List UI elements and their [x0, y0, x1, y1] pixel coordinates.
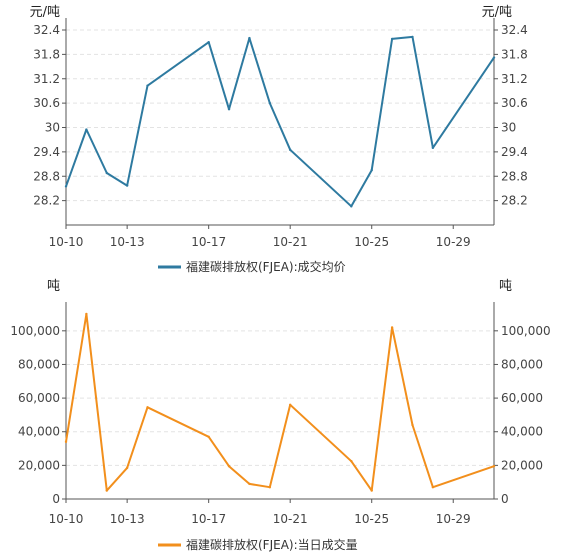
data-point: [390, 326, 394, 329]
data-point: [492, 56, 496, 59]
y-tick-label-left: 40,000: [18, 425, 60, 439]
data-point: [431, 146, 435, 150]
y-tick-label-right: 40,000: [501, 425, 543, 439]
data-point: [248, 36, 251, 40]
x-tick-label: 10-10: [49, 512, 84, 526]
data-point: [411, 35, 414, 39]
y-unit-label-left: 元/吨: [30, 5, 60, 20]
data-point: [268, 486, 272, 489]
x-tick-label: 10-17: [191, 512, 226, 526]
y-tick-label-right: 100,000: [501, 324, 551, 338]
legend-label: 福建碳排放权(FJEA):当日成交量: [186, 537, 358, 552]
y-tick-label-right: 60,000: [501, 391, 543, 405]
x-tick-label: 10-13: [110, 512, 145, 526]
y-tick-label-right: 29.4: [501, 145, 528, 159]
y-tick-label-right: 32.4: [501, 23, 528, 37]
data-point: [370, 168, 373, 172]
x-tick-label: 10-21: [273, 235, 308, 249]
y-tick-label-left: 30.6: [33, 96, 60, 110]
series-line: [65, 313, 495, 492]
data-point: [125, 466, 129, 470]
data-point: [370, 489, 373, 492]
data-point: [268, 101, 272, 105]
y-unit-label-right: 元/吨: [482, 5, 512, 20]
data-point: [146, 84, 149, 87]
data-point: [125, 184, 129, 187]
x-tick-label: 10-25: [354, 235, 389, 249]
y-unit-label-right: 吨: [499, 279, 512, 294]
legend-label: 福建碳排放权(FJEA):成交均价: [186, 259, 346, 274]
y-tick-label-right: 20,000: [501, 458, 543, 472]
y-tick-label-right: 30.6: [501, 96, 528, 110]
data-point: [85, 312, 88, 316]
y-tick-label-right: 30: [501, 121, 516, 135]
x-tick-label: 10-25: [354, 512, 389, 526]
x-tick-label: 10-21: [273, 512, 308, 526]
data-point: [390, 37, 394, 41]
data-point: [64, 440, 68, 444]
data-point: [146, 406, 149, 409]
y-tick-label-right: 31.2: [501, 72, 528, 86]
data-point: [64, 185, 68, 188]
y-tick-label-right: 31.8: [501, 47, 528, 61]
y-tick-label-left: 80,000: [18, 357, 60, 371]
y-tick-label-left: 30: [45, 121, 60, 135]
data-point: [207, 435, 210, 438]
y-tick-label-left: 28.8: [33, 169, 60, 183]
data-point: [207, 40, 210, 44]
data-point: [227, 108, 231, 111]
data-point: [288, 148, 292, 152]
x-tick-label: 10-10: [49, 235, 84, 249]
y-tick-label-right: 28.2: [501, 194, 528, 208]
data-point: [350, 205, 353, 208]
data-point: [105, 489, 108, 492]
x-tick-label: 10-29: [436, 512, 471, 526]
data-point: [105, 171, 108, 175]
x-tick-label: 10-13: [110, 235, 145, 249]
y-tick-label-left: 60,000: [18, 391, 60, 405]
y-tick-label-left: 20,000: [18, 458, 60, 472]
data-point: [411, 423, 414, 427]
y-tick-label-left: 31.2: [33, 72, 60, 86]
series-line: [65, 35, 495, 208]
y-unit-label-left: 吨: [47, 279, 60, 294]
data-point: [248, 482, 251, 486]
y-tick-label-left: 32.4: [33, 23, 60, 37]
data-point: [227, 465, 231, 468]
y-tick-label-left: 100,000: [10, 324, 60, 338]
data-point: [350, 459, 353, 463]
y-tick-label-left: 0: [52, 492, 60, 506]
y-tick-label-right: 28.8: [501, 169, 528, 183]
y-tick-label-right: 80,000: [501, 357, 543, 371]
y-tick-label-right: 0: [501, 492, 509, 506]
y-tick-label-left: 29.4: [33, 145, 60, 159]
data-point: [85, 128, 88, 131]
x-tick-label: 10-29: [436, 235, 471, 249]
y-tick-label-left: 28.2: [33, 194, 60, 208]
data-point: [288, 403, 292, 407]
data-point: [431, 486, 435, 489]
data-point: [492, 465, 496, 468]
y-tick-label-left: 31.8: [33, 47, 60, 61]
x-tick-label: 10-17: [191, 235, 226, 249]
